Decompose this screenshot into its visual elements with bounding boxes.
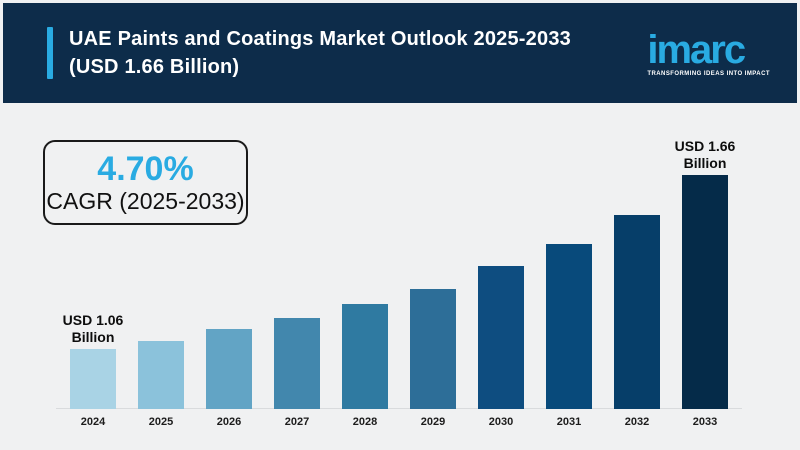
x-tick-label-2033: 2033 (692, 416, 718, 428)
x-tick-label-2028: 2028 (352, 416, 378, 428)
bar-column-2024: USD 1.06 Billion 2024 (63, 175, 124, 435)
cagr-callout-box: 4.70% CAGR (2025-2033) (43, 140, 248, 225)
x-tick-label-2027: 2027 (284, 416, 310, 428)
x-axis-baseline (56, 408, 742, 409)
imarc-logo: imarc TRANSFORMING IDEAS INTO IMPACT (647, 29, 770, 77)
x-tick-label-2030: 2030 (488, 416, 514, 428)
bar-chart: USD 1.06 Billion 2024 2025 2026 2027 2028 2029… (56, 138, 742, 435)
bar-column-2026: 2026 (206, 175, 252, 435)
bar-column-2028: 2028 (342, 175, 388, 435)
cagr-value: 4.70% (97, 150, 194, 188)
bar-2027 (274, 318, 320, 409)
bar-column-2030: 2030 (478, 175, 524, 435)
bar-value-label-2033: USD 1.66 Billion (674, 138, 736, 171)
x-tick-label-2032: 2032 (624, 416, 650, 428)
imarc-logo-tagline: TRANSFORMING IDEAS INTO IMPACT (647, 71, 770, 77)
bar-column-2031: 2031 (546, 175, 592, 435)
bar-2024 (70, 349, 116, 409)
x-tick-label-2029: 2029 (420, 416, 446, 428)
bar-2030 (478, 266, 524, 409)
x-tick-label-2025: 2025 (148, 416, 174, 428)
bar-2033 (682, 175, 728, 409)
bar-2032 (614, 215, 660, 409)
bar-2026 (206, 329, 252, 409)
x-tick-label-2031: 2031 (556, 416, 582, 428)
bar-column-2027: 2027 (274, 175, 320, 435)
bar-value-label-2024: USD 1.06 Billion (62, 312, 124, 345)
bar-column-2033: USD 1.66 Billion 2033 (675, 138, 736, 435)
header-banner: UAE Paints and Coatings Market Outlook 2… (3, 3, 797, 103)
x-tick-label-2026: 2026 (216, 416, 242, 428)
cagr-label: CAGR (2025-2033) (46, 188, 245, 214)
page-title-line1: UAE Paints and Coatings Market Outlook 2… (69, 28, 571, 50)
imarc-logo-wordmark: imarc (647, 28, 746, 72)
bar-column-2029: 2029 (410, 175, 456, 435)
bar-2025 (138, 341, 184, 409)
bar-2029 (410, 289, 456, 409)
x-tick-label-2024: 2024 (80, 416, 106, 428)
title-accent-bar (47, 27, 53, 79)
bar-2031 (546, 244, 592, 409)
page-title-line2: (USD 1.66 Billion) (69, 56, 240, 78)
bar-2028 (342, 304, 388, 409)
bar-column-2032: 2032 (614, 175, 660, 435)
bar-column-2025: 2025 (138, 175, 184, 435)
page-title: UAE Paints and Coatings Market Outlook 2… (69, 25, 571, 81)
